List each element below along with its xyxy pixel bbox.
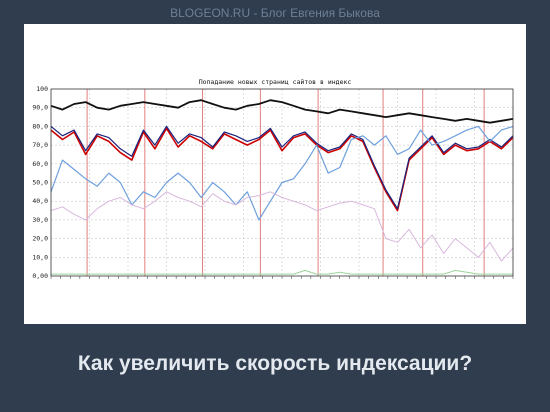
series-line-black [50, 99, 514, 124]
chart-title: Попадание новых страниц сайтов в индекс [199, 78, 352, 86]
series-line-red [50, 127, 514, 212]
y-tick-label: 10,0 [32, 253, 48, 261]
y-tick-label: 50,0 [32, 179, 48, 187]
y-tick-label: 70,0 [32, 141, 48, 149]
y-tick-label: 0,00 [32, 272, 48, 280]
page-caption: Как увеличить скорость индексации? [77, 352, 473, 375]
series-lines [50, 99, 514, 275]
site-watermark: BLOGEON.RU - Блог Евгения Быкова [170, 6, 380, 20]
y-tick-label: 20,0 [32, 235, 48, 243]
plot-border [50, 88, 514, 277]
y-tick-label: 80,0 [32, 122, 48, 130]
y-tick-label: 30,0 [32, 216, 48, 224]
y-tick-label: 60,0 [32, 160, 48, 168]
series-line-blue [50, 125, 514, 221]
index-chart: Попадание новых страниц сайтов в индекс … [24, 24, 526, 324]
y-tick-label: 90,0 [32, 104, 48, 112]
series-line-navy [50, 125, 514, 210]
series-line-green [51, 269, 513, 275]
vertical-markers [86, 89, 485, 276]
y-tick-label: 100 [36, 85, 48, 93]
chart-frame: Попадание новых страниц сайтов в индекс … [24, 24, 526, 324]
y-tick-labels: 0,00 10,0 20,0 30,0 40,0 50,0 60,0 70,0 80,0 90,0… [32, 85, 48, 280]
series-line-pink [50, 191, 514, 262]
y-tick-label: 40,0 [32, 197, 48, 205]
